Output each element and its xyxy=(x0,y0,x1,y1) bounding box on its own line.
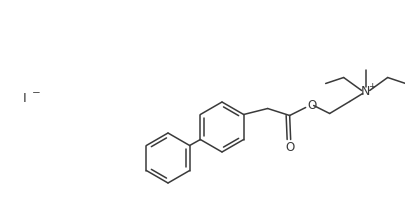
Text: I: I xyxy=(23,92,27,104)
Text: −: − xyxy=(32,88,40,98)
Text: N: N xyxy=(360,85,369,98)
Text: +: + xyxy=(367,82,375,91)
Text: O: O xyxy=(284,141,294,154)
Text: O: O xyxy=(306,99,315,112)
